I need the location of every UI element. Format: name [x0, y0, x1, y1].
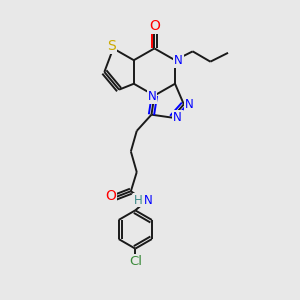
- Text: N: N: [185, 98, 194, 111]
- Text: O: O: [149, 19, 160, 33]
- Text: O: O: [105, 189, 116, 202]
- Text: N: N: [174, 54, 183, 67]
- Text: N: N: [144, 194, 152, 207]
- Text: H: H: [134, 194, 142, 207]
- Text: N: N: [148, 91, 156, 103]
- Text: Cl: Cl: [129, 255, 142, 268]
- Text: N: N: [173, 111, 182, 124]
- Text: S: S: [107, 39, 116, 53]
